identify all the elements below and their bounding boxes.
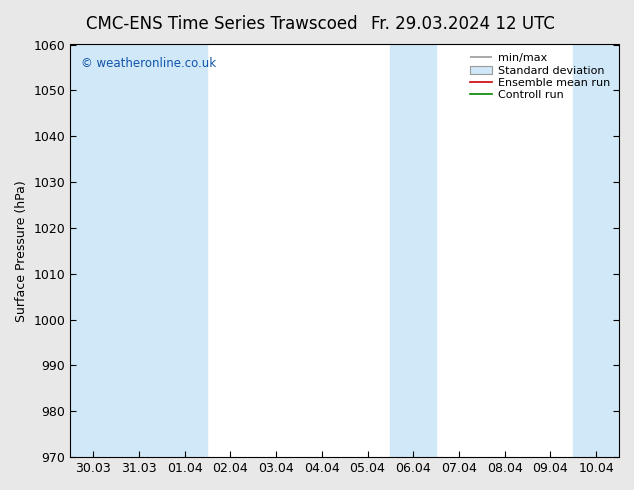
Legend: min/max, Standard deviation, Ensemble mean run, Controll run: min/max, Standard deviation, Ensemble me… [467, 50, 614, 103]
Bar [70, 45, 116, 457]
Text: © weatheronline.co.uk: © weatheronline.co.uk [81, 57, 216, 70]
Bar [391, 45, 436, 457]
Text: CMC-ENS Time Series Trawscoed: CMC-ENS Time Series Trawscoed [86, 15, 358, 33]
Bar [573, 45, 619, 457]
Y-axis label: Surface Pressure (hPa): Surface Pressure (hPa) [15, 180, 28, 322]
Text: Fr. 29.03.2024 12 UTC: Fr. 29.03.2024 12 UTC [371, 15, 555, 33]
Bar [116, 45, 162, 457]
Bar [162, 45, 207, 457]
